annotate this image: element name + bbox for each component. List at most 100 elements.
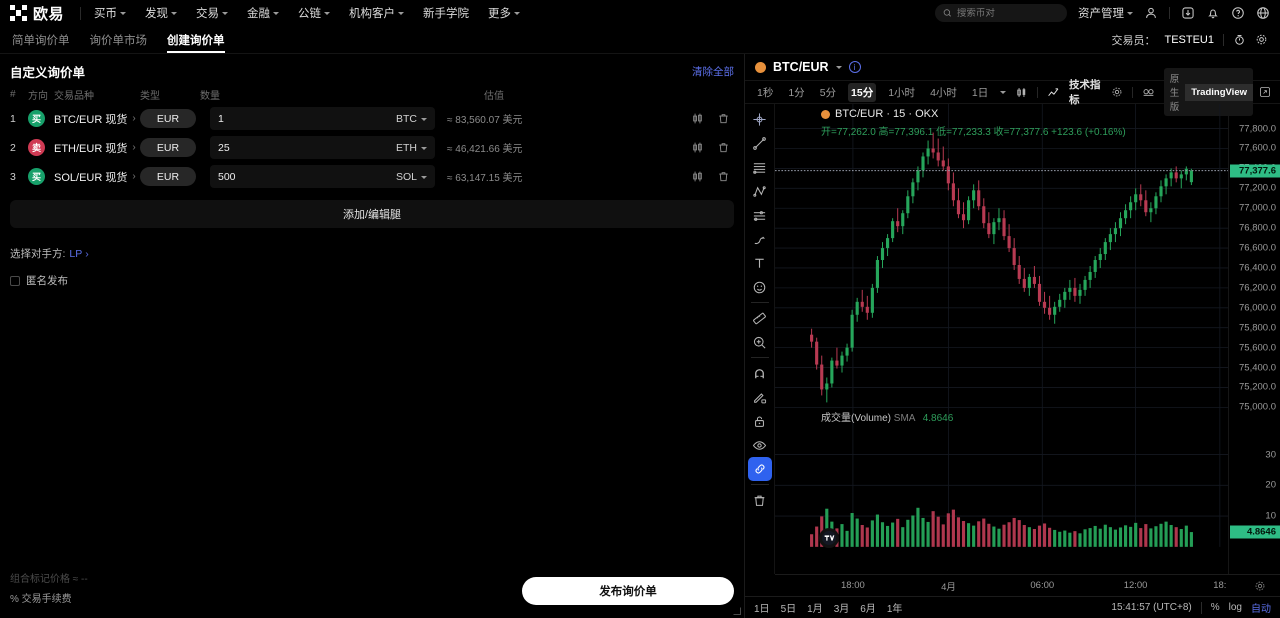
instrument-selector[interactable]: ETH/EUR 现货 › <box>54 140 140 156</box>
candlestick-icon[interactable] <box>691 112 704 125</box>
brand-logo[interactable]: 欧易 <box>10 3 64 24</box>
time-axis-settings-icon[interactable] <box>1254 580 1266 592</box>
range-1m[interactable]: 1月 <box>807 604 823 615</box>
candlestick-icon[interactable] <box>691 170 704 183</box>
hide-drawings-eye-icon[interactable] <box>748 433 772 457</box>
globe-icon[interactable] <box>1256 6 1270 20</box>
chart-plot-area[interactable]: BTC/EUR · 15 · OKX 开=77,262.0 高=77,396.1… <box>775 104 1228 574</box>
nav-item-more[interactable]: 更多 <box>488 5 521 21</box>
tab-simple-rfq[interactable]: 简单询价单 <box>12 34 70 47</box>
timeframe-1m[interactable]: 1分 <box>788 86 805 99</box>
nav-item-chain[interactable]: 公链 <box>298 5 331 21</box>
chart-settings-gear-icon[interactable] <box>1111 86 1123 98</box>
zoom-in-tool-icon[interactable] <box>748 330 772 354</box>
counterparty-selector[interactable]: LP › <box>69 248 88 260</box>
timeframe-5m[interactable]: 5分 <box>819 86 837 99</box>
clear-all-button[interactable]: 清除全部 <box>692 65 734 78</box>
quantity-field[interactable]: BTC <box>210 107 435 130</box>
type-pill[interactable]: EUR <box>140 109 196 128</box>
add-edit-leg-button[interactable]: 添加/编辑腿 <box>10 200 734 228</box>
chevron-down-icon[interactable] <box>1000 91 1007 94</box>
publish-rfq-button[interactable]: 发布询价单 <box>522 577 734 605</box>
indicators-icon[interactable] <box>1047 86 1060 99</box>
nav-item-institutional[interactable]: 机构客户 <box>349 5 405 21</box>
tab-create-rfq[interactable]: 创建询价单 <box>167 26 225 53</box>
side-toggle-buy[interactable]: 买 <box>28 110 45 127</box>
compare-icon[interactable] <box>1142 86 1155 99</box>
indicators-label[interactable]: 技术指标 <box>1069 79 1101 106</box>
percent-scale-button[interactable]: % <box>1210 602 1220 613</box>
timeframe-4h[interactable]: 4小时 <box>930 86 957 99</box>
fib-retracement-tool-icon[interactable] <box>748 203 772 227</box>
quantity-field[interactable]: ETH <box>210 136 435 159</box>
asset-management-menu[interactable]: 资产管理 <box>1078 5 1133 21</box>
side-toggle-sell[interactable]: 卖 <box>28 139 45 156</box>
measure-ruler-tool-icon[interactable] <box>748 306 772 330</box>
nav-item-buy-crypto[interactable]: 买币 <box>94 5 127 21</box>
chart-type-icon[interactable] <box>1015 86 1028 99</box>
unit-selector[interactable]: ETH <box>396 142 427 154</box>
delete-icon[interactable] <box>717 112 730 125</box>
magnet-tool-icon[interactable] <box>748 361 772 385</box>
quantity-input[interactable] <box>218 141 396 154</box>
quantity-field[interactable]: SOL <box>210 165 435 188</box>
range-6m[interactable]: 6月 <box>860 604 876 615</box>
anonymous-checkbox[interactable] <box>10 275 20 286</box>
time-axis[interactable]: 18:00 4月 06:00 12:00 18: <box>775 574 1280 596</box>
chevron-down-icon[interactable] <box>835 66 842 69</box>
tab-rfq-market[interactable]: 询价单市场 <box>89 34 148 47</box>
pitchfork-tool-icon[interactable] <box>748 179 772 203</box>
instrument-selector[interactable]: BTC/EUR 现货 › <box>54 111 140 127</box>
timeframe-1d[interactable]: 1日 <box>971 86 989 99</box>
range-3m[interactable]: 3月 <box>833 604 850 615</box>
brush-tool-icon[interactable] <box>748 227 772 251</box>
unit-selector[interactable]: SOL <box>396 171 427 183</box>
sync-drawings-link-icon[interactable] <box>747 457 772 481</box>
auto-scale-button[interactable]: 自动 <box>1251 604 1271 615</box>
nav-item-finance[interactable]: 金融 <box>247 5 280 21</box>
range-5d[interactable]: 5日 <box>780 604 797 615</box>
lock-icon[interactable] <box>748 409 772 433</box>
delete-icon[interactable] <box>717 170 730 183</box>
gear-icon[interactable] <box>1255 33 1268 46</box>
unit-selector[interactable]: BTC <box>396 113 427 125</box>
help-icon[interactable] <box>1231 6 1245 20</box>
price-axis[interactable]: 77,800.077,600.077,400.077,200.077,000.0… <box>1228 104 1280 574</box>
remove-drawings-trash-icon[interactable] <box>748 488 772 512</box>
fullscreen-icon[interactable] <box>1259 86 1271 98</box>
timeframe-1s[interactable]: 1秒 <box>757 86 774 99</box>
trend-line-tool-icon[interactable] <box>748 131 772 155</box>
range-1y[interactable]: 1年 <box>886 604 903 615</box>
resize-grip-icon[interactable] <box>733 607 741 615</box>
timeframe-1h[interactable]: 1小时 <box>888 86 916 99</box>
download-icon[interactable] <box>1181 6 1195 20</box>
mode-native-button[interactable]: 原生版 <box>1169 74 1180 113</box>
delete-icon[interactable] <box>717 141 730 154</box>
nav-item-discover[interactable]: 发现 <box>145 5 178 21</box>
candlestick-icon[interactable] <box>691 141 704 154</box>
info-icon[interactable]: i <box>848 61 861 73</box>
clock-history-icon[interactable] <box>1233 33 1246 46</box>
quantity-input[interactable] <box>218 112 396 125</box>
horizontal-lines-tool-icon[interactable] <box>748 155 772 179</box>
type-pill[interactable]: EUR <box>140 167 196 186</box>
search-input[interactable] <box>956 7 1059 19</box>
quantity-input[interactable] <box>218 170 396 183</box>
instrument-selector[interactable]: SOL/EUR 现货 › <box>54 169 140 185</box>
mode-tradingview-button[interactable]: TradingView <box>1185 83 1253 101</box>
range-1d[interactable]: 1日 <box>754 604 770 615</box>
text-tool-icon[interactable] <box>748 251 772 275</box>
crosshair-tool-icon[interactable] <box>748 107 772 131</box>
timeframe-15m[interactable]: 15分 <box>848 82 877 102</box>
nav-item-trade[interactable]: 交易 <box>196 5 229 21</box>
emoji-tool-icon[interactable] <box>748 275 772 299</box>
side-toggle-buy[interactable]: 买 <box>28 168 45 185</box>
search-box[interactable] <box>935 4 1067 22</box>
chevron-down-icon <box>398 12 405 15</box>
bell-icon[interactable] <box>1206 6 1220 20</box>
nav-item-academy[interactable]: 新手学院 <box>423 5 469 21</box>
user-icon[interactable] <box>1144 6 1158 20</box>
log-scale-button[interactable]: log <box>1228 602 1242 613</box>
type-pill[interactable]: EUR <box>140 138 196 157</box>
draw-mode-lock-icon[interactable] <box>748 385 772 409</box>
